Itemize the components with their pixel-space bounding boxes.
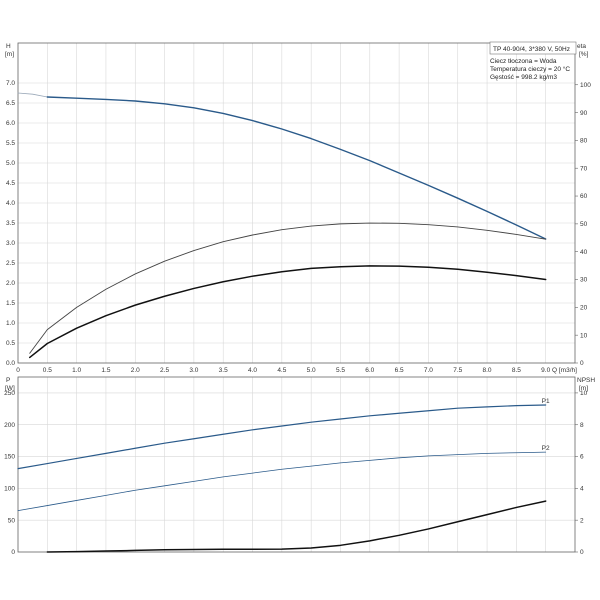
y-left-tick-top-8: 4.0	[6, 200, 15, 207]
y-right-unit-top: [%]	[579, 51, 589, 58]
y-right-tick-bottom-3: 6	[580, 454, 584, 461]
y-left-tick-top-14: 7.0	[6, 80, 15, 87]
series-line-bottom-1	[17, 451, 547, 512]
x-tick-15: 7.5	[453, 367, 462, 374]
info-box-model-frame	[489, 41, 577, 55]
y-left-tick-top-9: 4.5	[6, 180, 15, 187]
x-tick-14: 7.0	[424, 367, 433, 374]
x-tick-10: 5.0	[307, 367, 316, 374]
x-tick-13: 6.5	[395, 367, 404, 374]
x-tick-16: 8.0	[483, 367, 492, 374]
y-right-tick-top-6: 60	[580, 193, 588, 200]
y-right-tick-top-5: 50	[580, 221, 588, 228]
series-label-p2: P2	[542, 445, 550, 452]
y-left-tick-top-12: 6.0	[6, 120, 15, 127]
series-label-p1: P1	[542, 398, 550, 405]
y-left-tick-top-6: 3.0	[6, 240, 15, 247]
y-right-tick-top-0: 0	[580, 360, 584, 367]
x-tick-4: 2.0	[131, 367, 140, 374]
y-left-tick-bottom-2: 100	[4, 486, 15, 493]
density-label: Gęstość = 998.2 kg/m3	[490, 74, 557, 81]
x-tick-5: 2.5	[160, 367, 169, 374]
pump-model-label: TP 40-90/4, 3*380 V, 50Hz	[493, 46, 570, 53]
y-right-tick-top-7: 70	[580, 165, 588, 172]
x-tick-6: 3.0	[189, 367, 198, 374]
y-right-tick-bottom-1: 2	[580, 517, 584, 524]
x-tick-7: 3.5	[219, 367, 228, 374]
y-left-label-top: H	[6, 43, 11, 50]
x-tick-12: 6.0	[365, 367, 374, 374]
y-right-tick-top-3: 30	[580, 277, 588, 284]
y-right-label-bottom: NPSH	[577, 377, 595, 384]
series-line-bottom-0	[17, 404, 547, 470]
x-tick-11: 5.5	[336, 367, 345, 374]
x-tick-8: 4.0	[248, 367, 257, 374]
y-left-tick-top-13: 6.5	[6, 100, 15, 107]
y-left-tick-top-0: 0.0	[6, 360, 15, 367]
series-line-top-2	[29, 222, 547, 354]
y-left-label-bottom: P	[6, 377, 10, 384]
plot-frame-top	[17, 42, 576, 364]
y-left-tick-top-4: 2.0	[6, 280, 15, 287]
fluid-label: Ciecz tłoczona = Woda	[490, 58, 557, 65]
y-left-tick-top-11: 5.5	[6, 140, 15, 147]
y-left-tick-top-5: 2.5	[6, 260, 15, 267]
series-line-top-3	[28, 265, 547, 359]
y-left-tick-top-2: 1.0	[6, 320, 15, 327]
y-right-tick-top-8: 80	[580, 138, 588, 145]
x-tick-0: 0	[16, 367, 20, 374]
y-right-tick-top-9: 90	[580, 110, 588, 117]
y-left-tick-bottom-0: 0	[11, 549, 15, 556]
x-tick-1: 0.5	[43, 367, 52, 374]
y-left-tick-bottom-3: 150	[4, 454, 15, 461]
y-right-tick-top-10: 100	[580, 82, 591, 89]
series-line-top-0	[17, 92, 48, 98]
y-right-tick-bottom-0: 0	[580, 549, 584, 556]
y-left-tick-top-1: 0.5	[6, 340, 15, 347]
y-left-tick-bottom-5: 250	[4, 390, 15, 397]
plot-frame-bottom	[17, 376, 576, 553]
y-left-tick-bottom-4: 200	[4, 422, 15, 429]
y-left-tick-top-3: 1.5	[6, 300, 15, 307]
y-left-unit-bottom: [W]	[5, 385, 15, 392]
x-tick-18: 9.0	[541, 367, 550, 374]
series-line-bottom-2	[46, 500, 547, 553]
series-line-top-1	[46, 96, 547, 240]
y-left-tick-top-7: 3.5	[6, 220, 15, 227]
y-right-tick-top-1: 10	[580, 332, 588, 339]
y-right-tick-top-4: 40	[580, 249, 588, 256]
x-axis-label: Q [m3/h]	[552, 367, 577, 374]
y-right-tick-bottom-5: 10	[580, 390, 588, 397]
y-right-unit-bottom: [m]	[579, 385, 588, 392]
x-tick-3: 1.5	[101, 367, 110, 374]
x-tick-2: 1.0	[72, 367, 81, 374]
y-left-tick-top-10: 5.0	[6, 160, 15, 167]
info-box: TP 40-90/4, 3*380 V, 50Hz Ciecz tłoczona…	[489, 41, 577, 81]
y-right-tick-top-2: 20	[580, 305, 588, 312]
y-right-tick-bottom-4: 8	[580, 422, 584, 429]
y-right-tick-bottom-2: 4	[580, 486, 584, 493]
y-left-tick-bottom-1: 50	[8, 517, 16, 524]
y-left-unit-top: [m]	[5, 51, 14, 58]
x-tick-9: 4.5	[277, 367, 286, 374]
y-right-label-top: eta	[577, 43, 586, 50]
x-tick-17: 8.5	[512, 367, 521, 374]
temperature-label: Temperatura cieczy = 20 °C	[490, 65, 570, 73]
